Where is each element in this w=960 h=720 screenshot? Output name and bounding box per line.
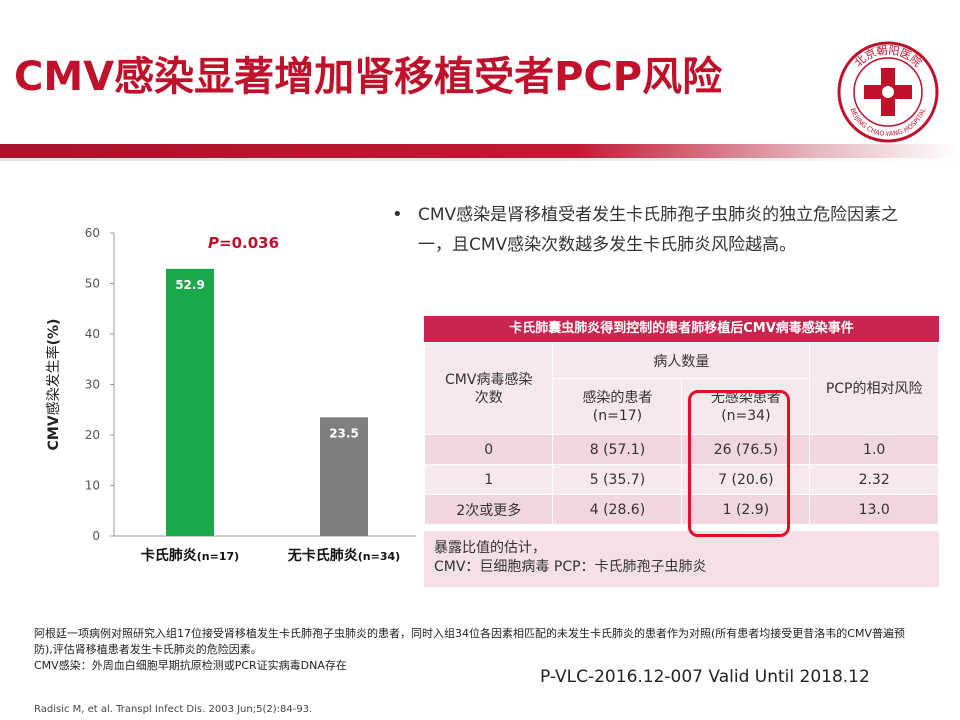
category-n: (n=34): [358, 550, 400, 563]
bar-value-label: 52.9: [175, 278, 205, 292]
bar-2: [320, 417, 368, 536]
cmv-events-table: 卡氏肺囊虫肺炎得到控制的患者肺移植后CMV病毒感染事件 CMV病毒感染次数 病人…: [423, 316, 939, 587]
category-name: 无卡氏肺炎: [287, 547, 358, 564]
p-value-annotation: P=0.036: [208, 234, 279, 252]
table-row: 1 5 (35.7) 7 (20.6) 2.32: [423, 464, 939, 495]
hospital-logo: 北京朝阳医院 BEIJING CHAO-YANG HOSPITAL: [837, 41, 939, 143]
header-divider-shadow: [0, 158, 960, 161]
y-axis-label-main: 感染发生率: [45, 345, 62, 415]
validity-code: P-VLC-2016.12-007 Valid Until 2018.12: [540, 667, 870, 687]
y-tick-label: 30: [85, 378, 100, 392]
header-divider: [0, 144, 960, 158]
bullet-dot: •: [392, 204, 403, 225]
category-label: 卡氏肺炎(n=17): [141, 547, 239, 564]
bullet-point: • CMV感染是肾移植受者发生卡氏肺孢子虫肺炎的独立危险因素之一，且CMV感染次…: [392, 200, 922, 260]
y-axis-label-unit: (%): [46, 319, 62, 346]
header-infected: 感染的患者 (n=17): [552, 378, 683, 435]
y-tick-label: 40: [85, 327, 100, 341]
y-tick-label: 10: [85, 479, 100, 493]
slide-title: CMV感染显著增加肾移植受者PCP风险: [14, 54, 723, 100]
y-axis-label-prefix: CMV: [46, 415, 62, 450]
table-title: 卡氏肺囊虫肺炎得到控制的患者肺移植后CMV病毒感染事件: [424, 316, 939, 342]
category-n: (n=17): [197, 550, 239, 563]
p-value: =0.036: [219, 234, 279, 252]
table-row: 0 8 (57.1) 26 (76.5) 1.0: [423, 434, 939, 465]
header-cmv-count: CMV病毒感染次数: [423, 342, 554, 435]
bar-value-label: 23.5: [329, 426, 359, 440]
y-tick-label: 20: [85, 428, 100, 442]
y-axis-label: CMV感染发生率(%): [45, 319, 62, 451]
table-footnote: 暴露比值的估计， CMV：巨细胞病毒 PCP：卡氏肺孢子虫肺炎: [424, 531, 939, 587]
highlight-box: [688, 390, 790, 537]
table-row: 2次或更多 4 (28.6) 1 (2.9) 13.0: [423, 494, 939, 525]
bar-1: [166, 268, 214, 536]
category-name: 卡氏肺炎: [141, 547, 197, 564]
category-label: 无卡氏肺炎(n=34): [287, 547, 400, 564]
reference: Radisic M, et al. Transpl Infect Dis. 20…: [34, 704, 313, 715]
infection-rate-chart: 0 10 20 30 40 50 60 CMV感染发生率(%) 52.9 卡氏肺炎(n=17) 23…: [45, 226, 416, 564]
bullet-text: CMV感染是肾移植受者发生卡氏肺孢子虫肺炎的独立危险因素之一，且CMV感染次数越…: [418, 205, 899, 255]
y-tick-label: 50: [85, 277, 100, 291]
header-patient-count: 病人数量: [552, 342, 811, 379]
y-tick-label: 60: [85, 226, 100, 240]
header-relative-risk: PCP的相对风险: [809, 342, 939, 435]
p-symbol: P: [208, 234, 219, 252]
study-note: 阿根廷一项病例对照研究入组17位接受肾移植发生卡氏肺孢子虫肺炎的患者，同时入组3…: [34, 627, 905, 672]
y-tick-label: 0: [92, 529, 100, 543]
